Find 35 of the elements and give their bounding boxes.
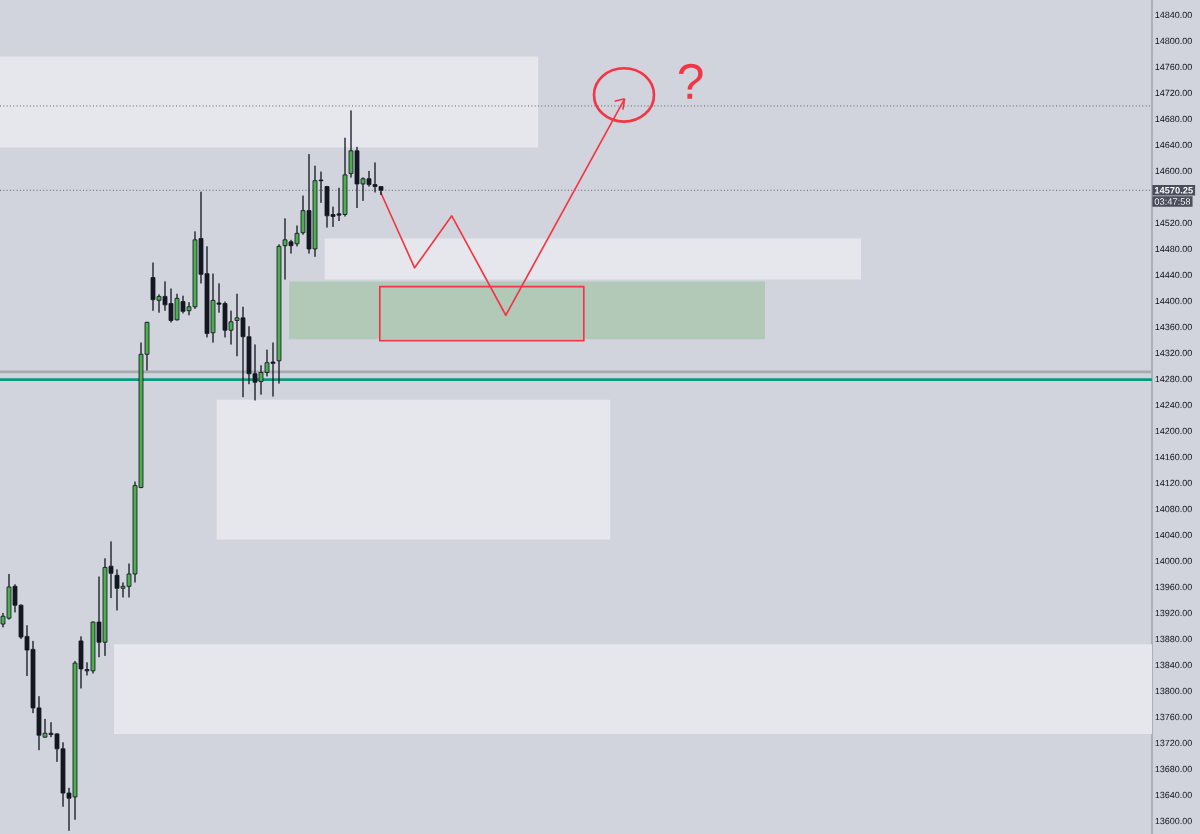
y-tick-label: 14840.00 (1155, 11, 1192, 19)
y-tick-label: 14240.00 (1155, 401, 1192, 409)
y-tick-label: 14720.00 (1155, 89, 1192, 97)
y-tick-label: 13880.00 (1155, 635, 1192, 643)
y-tick-label: 14080.00 (1155, 505, 1192, 513)
candlestick (276, 243, 282, 384)
y-tick-label: 14640.00 (1155, 141, 1192, 149)
y-tick-label: 13800.00 (1155, 687, 1192, 695)
y-tick-label: 14040.00 (1155, 531, 1192, 539)
y-tick-label: 13720.00 (1155, 739, 1192, 747)
text: 03:47:58 (1154, 198, 1191, 205)
y-tick-label: 13600.00 (1155, 817, 1192, 825)
y-tick-label: 14520.00 (1155, 219, 1192, 227)
y-tick-label: 13640.00 (1155, 791, 1192, 799)
y-tick-label: 14360.00 (1155, 323, 1192, 331)
y-tick-label: 14120.00 (1155, 479, 1192, 487)
y-tick-label: 14600.00 (1155, 167, 1192, 175)
y-tick-label: 13960.00 (1155, 583, 1192, 591)
y-tick-label: 14400.00 (1155, 297, 1192, 305)
y-tick-label: 14320.00 (1155, 349, 1192, 357)
y-tick-label: 13920.00 (1155, 609, 1192, 617)
y-tick-label: 14760.00 (1155, 63, 1192, 71)
y-tick-label: 14200.00 (1155, 427, 1192, 435)
y-tick-label: 13760.00 (1155, 713, 1192, 721)
y-tick-label: 13680.00 (1155, 765, 1192, 773)
y-tick-label: 14280.00 (1155, 375, 1192, 383)
annotation: ? (678, 63, 703, 99)
y-tick-label: 14680.00 (1155, 115, 1192, 123)
ref-line-label: 14570.25 (1154, 187, 1193, 194)
y-tick-label: 14000.00 (1155, 557, 1192, 565)
y-tick-label: 14800.00 (1155, 37, 1192, 45)
y-tick-label: 14480.00 (1155, 245, 1192, 253)
y-tick-label: 14160.00 (1155, 453, 1192, 461)
y-tick-label: 13840.00 (1155, 661, 1192, 669)
y-tick-label: 14440.00 (1155, 271, 1192, 279)
